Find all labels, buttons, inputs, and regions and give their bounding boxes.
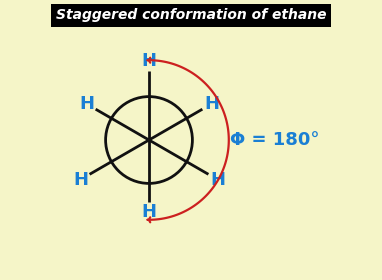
Text: H: H (73, 171, 88, 189)
Text: Staggered conformation of ethane: Staggered conformation of ethane (56, 8, 326, 22)
Text: H: H (141, 52, 157, 70)
Text: H: H (204, 95, 219, 113)
Text: H: H (210, 171, 225, 189)
Text: H: H (79, 95, 94, 113)
Text: H: H (141, 203, 157, 221)
Text: Φ = 180°: Φ = 180° (230, 131, 320, 149)
